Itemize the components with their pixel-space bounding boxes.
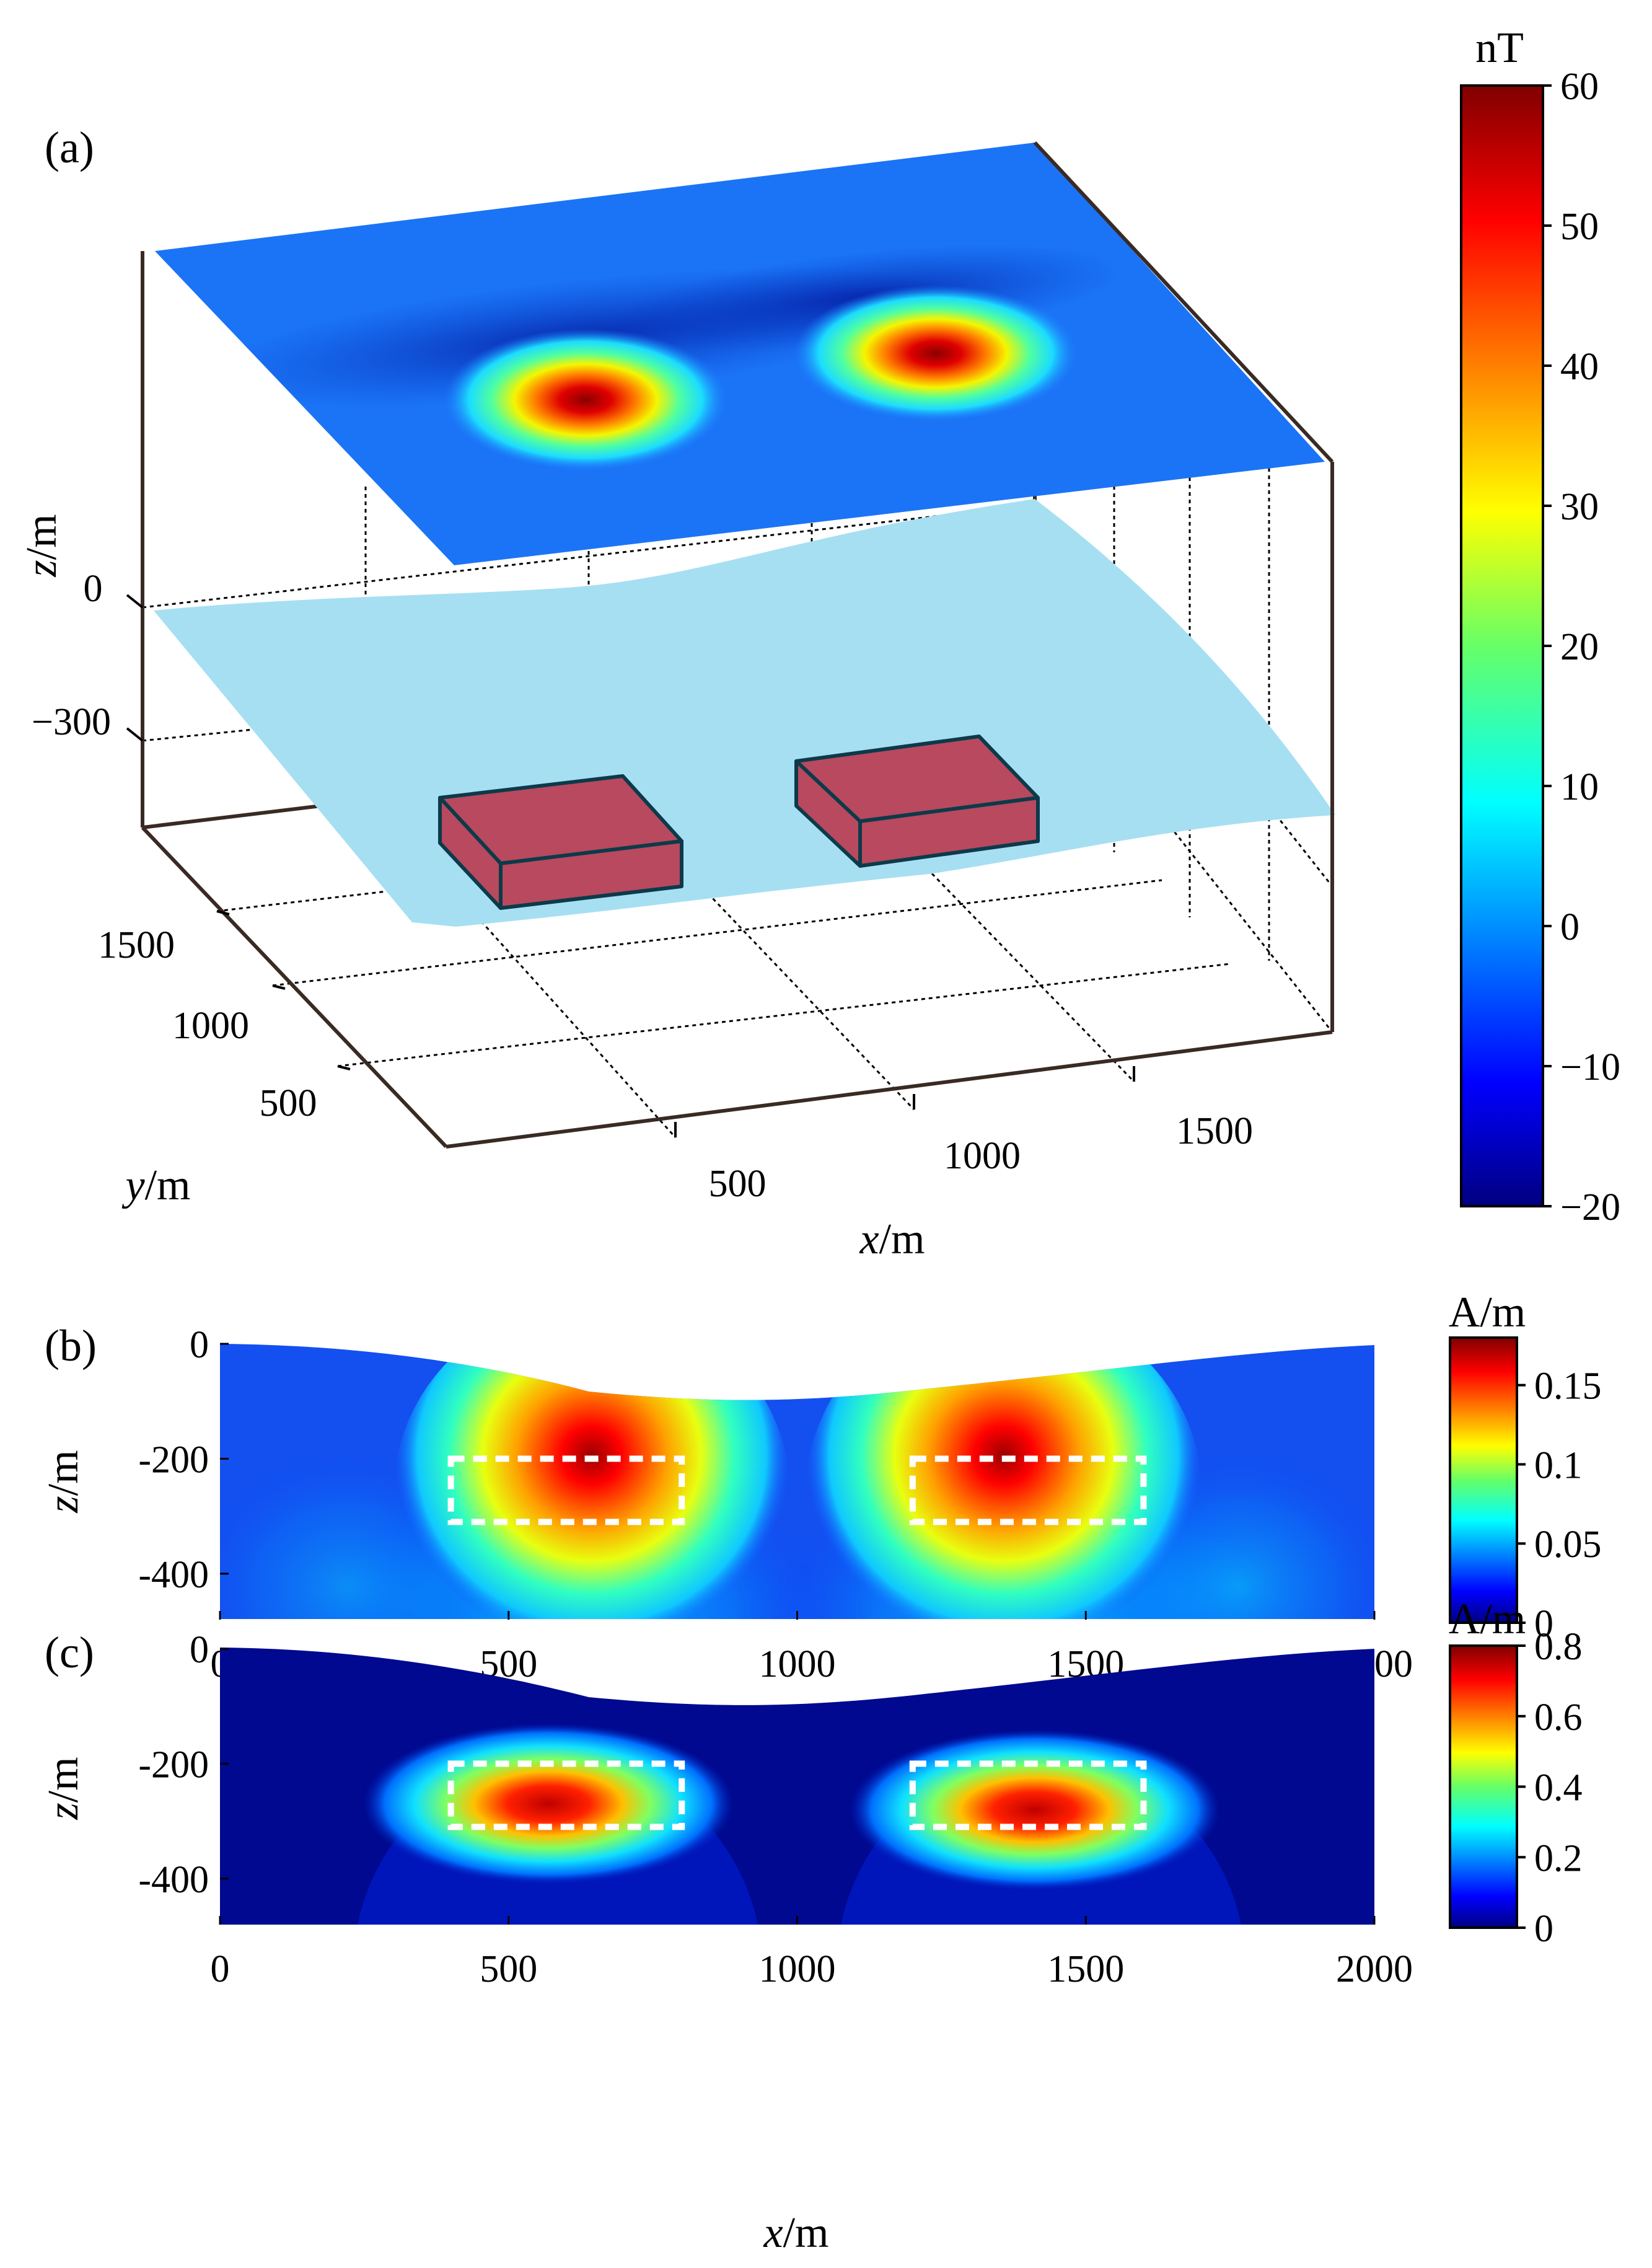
- panel-b-label: (b): [45, 1321, 97, 1370]
- x-tick-label: 1000: [759, 1948, 836, 1990]
- colorbar-a-ticks: 60 50 40 30 20 10 0 −10 −20: [1543, 66, 1620, 1229]
- colorbar-tick-label: 0: [1560, 906, 1580, 948]
- colorbar-a-unit: nT: [1475, 24, 1524, 72]
- panel-a-depth-plane: [154, 499, 1335, 927]
- colorbar-tick-label: 0.15: [1534, 1366, 1602, 1408]
- true-body-outline: [909, 1760, 1147, 1830]
- y-tick-label: -400: [138, 1554, 209, 1596]
- panel-a-ylabel: y/m: [122, 1162, 191, 1209]
- x-tick-label: 1000: [759, 1643, 836, 1685]
- c-anomaly-left: [362, 1723, 734, 1884]
- true-body-outline: [447, 1760, 685, 1830]
- y-tick-label: -200: [138, 1439, 209, 1481]
- colorbar-tick-label: 0: [1534, 1603, 1553, 1645]
- panel-b-true-bodies: [447, 1455, 1147, 1525]
- colorbar-tick-label: 50: [1560, 206, 1599, 248]
- colorbar-tick-label: 0.8: [1534, 1626, 1583, 1668]
- y-tick-label: 0: [190, 1324, 209, 1366]
- panel-b-field: [220, 1344, 1374, 1619]
- y-tick-label: -400: [138, 1859, 209, 1901]
- panel-c: (c) 0 500 1000 1500 2000 0 -200 -400 z/m x/m A/…: [40, 1595, 1583, 2257]
- panel-c-ticks: 0 500 1000 1500 2000 0 -200 -400: [138, 1629, 1413, 1990]
- x-tick-label: 0: [211, 1948, 230, 1990]
- panel-b-colorbar: A/m 0.15 0.1 0.05 0: [1449, 1289, 1602, 1645]
- colorbar-tick-label: 60: [1560, 66, 1599, 108]
- b-anomaly-right: [806, 1344, 1202, 1619]
- panel-c-label: (c): [45, 1628, 94, 1677]
- y-tick-1500: 1500: [98, 924, 175, 966]
- x-tick-1000: 1000: [944, 1135, 1021, 1177]
- colorbar-b-ticks: 0.15 0.1 0.05 0: [1517, 1366, 1602, 1645]
- colorbar-b-bar: [1449, 1336, 1518, 1624]
- z-tick-0: 0: [84, 568, 103, 610]
- panel-c-field: [220, 1648, 1374, 1925]
- y-tick-1000: 1000: [172, 1005, 249, 1047]
- colorbar-tick-label: −20: [1560, 1186, 1620, 1229]
- b-anomaly-left: [393, 1344, 790, 1619]
- panel-a-label: (a): [45, 123, 94, 172]
- panel-a: (a): [18, 24, 1620, 1263]
- top-anomaly-right: [793, 285, 1078, 421]
- panel-c-true-bodies: [447, 1760, 1147, 1830]
- y-tick-500: 500: [260, 1082, 317, 1124]
- colorbar-tick-label: 0.6: [1534, 1697, 1583, 1739]
- colorbar-tick-label: 0.2: [1534, 1837, 1583, 1879]
- panel-a-y-ticks: 1500 1000 500 y/m: [98, 910, 351, 1209]
- panel-c-xlabel: x/m: [763, 2209, 829, 2257]
- colorbar-b-unit: A/m: [1449, 1289, 1526, 1336]
- true-body-outline: [447, 1455, 685, 1525]
- x-tick-label: 2000: [1336, 1948, 1413, 1990]
- panel-b-ylabel: z/m: [40, 1450, 87, 1513]
- panel-a-prism-right: [794, 735, 1040, 868]
- colorbar-tick-label: 0.4: [1534, 1767, 1583, 1809]
- panel-a-top-surface: [155, 143, 1325, 565]
- y-tick-label: 0: [190, 1629, 209, 1671]
- panel-a-prism-left: [438, 774, 683, 910]
- z-tick-1: −300: [32, 701, 111, 743]
- panel-a-xlabel: x/m: [859, 1216, 925, 1263]
- panel-a-colorbar: nT 60 50 40 30 20 10 0 −10 −20: [1460, 24, 1620, 1229]
- panel-a-z-ticks: 0 −300 z/m: [18, 514, 144, 743]
- colorbar-c-bar: [1449, 1644, 1518, 1929]
- x-tick-1500: 1500: [1176, 1110, 1253, 1152]
- panel-c-colorbar: A/m 0.8 0.6 0.4 0.2 0: [1449, 1595, 1583, 1950]
- panel-c-ylabel: z/m: [40, 1757, 87, 1820]
- colorbar-c-ticks: 0.8 0.6 0.4 0.2 0: [1517, 1626, 1583, 1950]
- panel-a-x-ticks: 500 1000 1500 x/m: [674, 1066, 1253, 1263]
- colorbar-tick-label: 30: [1560, 486, 1599, 528]
- panel-a-zlabel: z/m: [18, 514, 66, 577]
- colorbar-tick-label: 0: [1534, 1908, 1553, 1950]
- colorbar-tick-label: −10: [1560, 1046, 1620, 1088]
- x-tick-label: 500: [480, 1948, 537, 1990]
- panel-a-box-front: [141, 141, 1334, 1149]
- x-tick-label: 1500: [1047, 1948, 1124, 1990]
- true-body-outline: [909, 1455, 1147, 1525]
- y-tick-label: -200: [138, 1744, 209, 1786]
- colorbar-tick-label: 0.05: [1534, 1524, 1602, 1566]
- x-tick-500: 500: [709, 1163, 767, 1205]
- colorbar-tick-label: 20: [1560, 626, 1599, 668]
- colorbar-tick-label: 40: [1560, 346, 1599, 388]
- c-anomaly-right: [849, 1729, 1221, 1891]
- top-anomaly-left: [443, 329, 728, 471]
- colorbar-c-unit: A/m: [1449, 1595, 1526, 1643]
- colorbar-tick-label: 10: [1560, 766, 1599, 808]
- colorbar-tick-label: 0.1: [1534, 1444, 1583, 1486]
- colorbar-a-bar: [1460, 84, 1544, 1207]
